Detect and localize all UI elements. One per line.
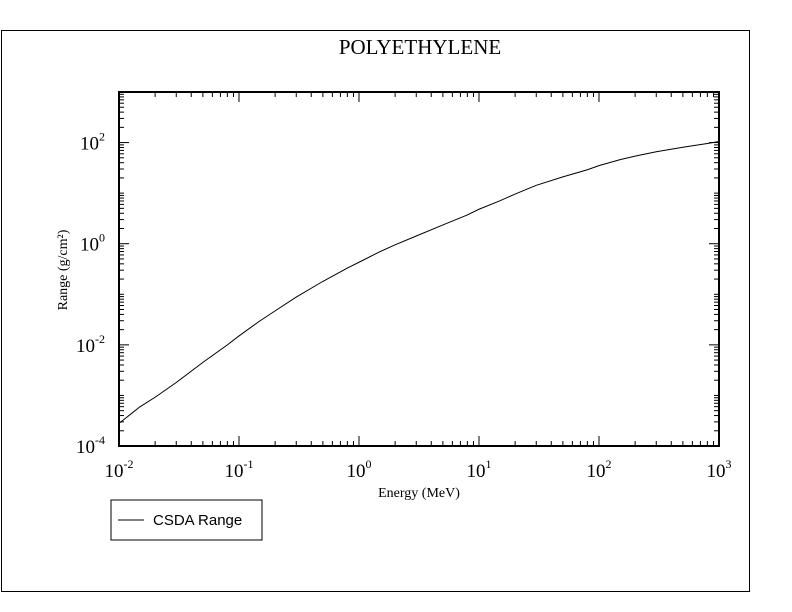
x-axis-label: Energy (MeV) — [378, 486, 460, 501]
x-tick-label: 10-1 — [225, 457, 254, 482]
x-tick-label: 100 — [347, 457, 372, 482]
y-tick-label: 102 — [80, 130, 105, 155]
chart-frame — [1, 30, 750, 592]
plot-area — [118, 91, 720, 447]
x-tick-label: 101 — [467, 457, 492, 482]
legend: CSDA Range — [110, 499, 263, 541]
y-tick-label: 10-4 — [76, 433, 105, 458]
x-tick-label: 10-2 — [105, 457, 134, 482]
axis-ticks — [118, 92, 720, 447]
legend-label-csda-range: CSDA Range — [153, 512, 242, 529]
y-tick-label: 100 — [80, 231, 105, 256]
series-line-csda-range — [118, 141, 720, 424]
y-tick-label: 10-2 — [76, 332, 105, 357]
x-tick-label: 103 — [707, 457, 732, 482]
chart-title: POLYETHYLENE — [339, 35, 501, 59]
y-axis-label: Range (g/cm²) — [56, 229, 71, 310]
x-tick-label: 102 — [587, 457, 612, 482]
